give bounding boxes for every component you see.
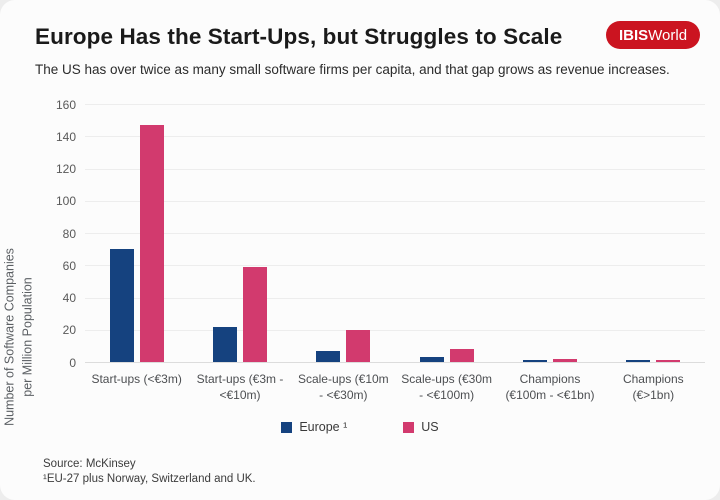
x-axis-label: Champions (€>1bn) xyxy=(622,372,684,402)
bar-group xyxy=(85,104,188,362)
x-axis-label: Scale-ups (€30m - <€100m) xyxy=(401,372,492,402)
logo-text-regular: World xyxy=(648,26,688,44)
bar-europe xyxy=(419,357,444,362)
gridline-y80 xyxy=(85,233,705,234)
legend-swatch-icon xyxy=(403,421,415,433)
bar-groups xyxy=(85,104,705,362)
logo-text-bold: IBIS xyxy=(618,26,649,44)
bar-europe xyxy=(626,360,651,362)
y-axis-title-text: Number of Software Companies per Million … xyxy=(2,248,35,426)
bar-europe xyxy=(212,327,237,362)
gridline-y40 xyxy=(85,297,705,299)
legend-label: Europe ¹ xyxy=(299,420,348,434)
gridline-y20 xyxy=(85,329,705,331)
chart-subtitle: The US has over twice as many small soft… xyxy=(35,62,670,77)
bar-europe xyxy=(316,351,341,362)
bar-europe xyxy=(109,249,134,362)
x-axis-label: Start-ups (<€3m) xyxy=(91,372,182,386)
legend-swatch-icon xyxy=(281,421,293,433)
bar-us xyxy=(346,330,371,362)
y-tick-label: 140 xyxy=(55,129,76,144)
x-axis-label: Start-ups (€3m - <€10m) xyxy=(196,372,284,402)
gridline-y160 xyxy=(85,104,705,105)
bar-group xyxy=(602,104,705,362)
bar-us xyxy=(552,359,577,362)
ibisworld-logo: IBIS World xyxy=(606,21,700,49)
y-tick-label: 120 xyxy=(55,162,76,176)
bar-us xyxy=(656,360,681,362)
gridline-y0 xyxy=(85,362,705,363)
x-axis-labels: Start-ups (<€3m) Start-ups (€3m - <€10m) S… xyxy=(85,362,705,403)
y-tick-label: 60 xyxy=(62,258,76,273)
bar-group xyxy=(188,104,291,362)
legend-label: US xyxy=(421,420,439,434)
page-title: Europe Has the Start-Ups, but Struggles … xyxy=(35,24,563,49)
y-tick-label: 0 xyxy=(69,355,76,370)
legend-item: Europe ¹ xyxy=(281,420,347,434)
gridline-y140 xyxy=(85,136,705,138)
bar-group xyxy=(395,104,498,362)
gridline-y60 xyxy=(85,265,705,267)
bar-group xyxy=(498,104,601,362)
bar-group xyxy=(292,104,395,362)
bar-us xyxy=(242,267,267,362)
plot-area: Number of Software Companies per Million … xyxy=(3,98,705,426)
y-tick-label: 160 xyxy=(55,97,76,112)
bar-europe xyxy=(522,360,547,362)
y-tick-label: 80 xyxy=(62,226,76,241)
y-tick-label: 40 xyxy=(62,291,76,305)
x-axis-label: Scale-ups (€10m - <€30m) xyxy=(297,372,389,402)
legend: Europe ¹ US xyxy=(0,420,720,434)
bar-us xyxy=(139,125,164,362)
footer: Source: McKinsey ¹EU-27 plus Norway, Swi… xyxy=(43,457,256,486)
source-note: Source: McKinsey xyxy=(43,458,136,470)
legend-item: US xyxy=(403,420,439,434)
gridline-y100 xyxy=(85,200,705,202)
x-axis-label: Champions (€100m - <€1bn) xyxy=(505,372,595,402)
gridline-y120 xyxy=(85,168,705,170)
y-tick-label: 20 xyxy=(62,323,76,338)
y-tick-label: 100 xyxy=(55,194,76,209)
bar-us xyxy=(449,349,474,362)
footnote: ¹EU-27 plus Norway, Switzerland and UK. xyxy=(43,472,256,485)
